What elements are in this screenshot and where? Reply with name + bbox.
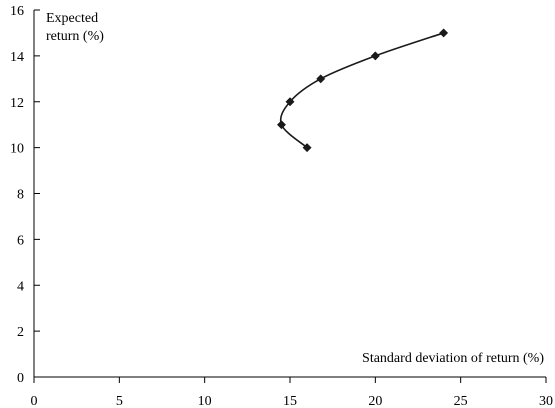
y-tick-label: 14 bbox=[10, 50, 24, 65]
x-tick-label: 15 bbox=[283, 394, 297, 408]
x-tick-label: 10 bbox=[198, 394, 212, 408]
y-tick-label: 6 bbox=[17, 233, 24, 248]
y-tick-label: 12 bbox=[10, 96, 24, 111]
data-point-marker bbox=[285, 97, 295, 107]
series-line bbox=[279, 32, 444, 149]
x-tick-label: 20 bbox=[368, 394, 382, 408]
x-tick-label: 5 bbox=[116, 394, 123, 408]
data-point-marker bbox=[302, 143, 312, 153]
y-axis-title: Expected return (%) bbox=[46, 11, 104, 44]
x-tick-label: 0 bbox=[31, 394, 38, 408]
y-tick-label: 8 bbox=[17, 188, 24, 203]
y-tick-label: 2 bbox=[17, 325, 24, 340]
y-axis-title-line-2: return (%) bbox=[46, 29, 104, 44]
x-axis-title: Standard deviation of return (%) bbox=[362, 351, 544, 366]
y-tick-label: 16 bbox=[10, 4, 24, 19]
y-tick-label: 10 bbox=[10, 142, 24, 157]
x-tick-label: 30 bbox=[539, 394, 553, 408]
y-axis-title-line-1: Expected bbox=[46, 11, 98, 26]
data-point-marker bbox=[370, 51, 380, 61]
x-ticks: 0 5 10 15 20 25 30 bbox=[31, 377, 553, 408]
y-tick-label: 0 bbox=[17, 371, 24, 386]
y-tick-label: 4 bbox=[17, 279, 24, 294]
data-point-marker bbox=[316, 74, 326, 84]
data-point-marker bbox=[276, 120, 287, 130]
series-layer bbox=[276, 28, 449, 153]
y-axis: 0 2 4 6 8 10 12 14 16 bbox=[10, 4, 40, 386]
x-axis: 0 5 10 15 20 25 30 bbox=[31, 376, 553, 408]
y-ticks: 0 2 4 6 8 10 12 14 16 bbox=[10, 4, 40, 386]
data-point-marker bbox=[439, 28, 449, 38]
x-tick-label: 25 bbox=[454, 394, 468, 408]
